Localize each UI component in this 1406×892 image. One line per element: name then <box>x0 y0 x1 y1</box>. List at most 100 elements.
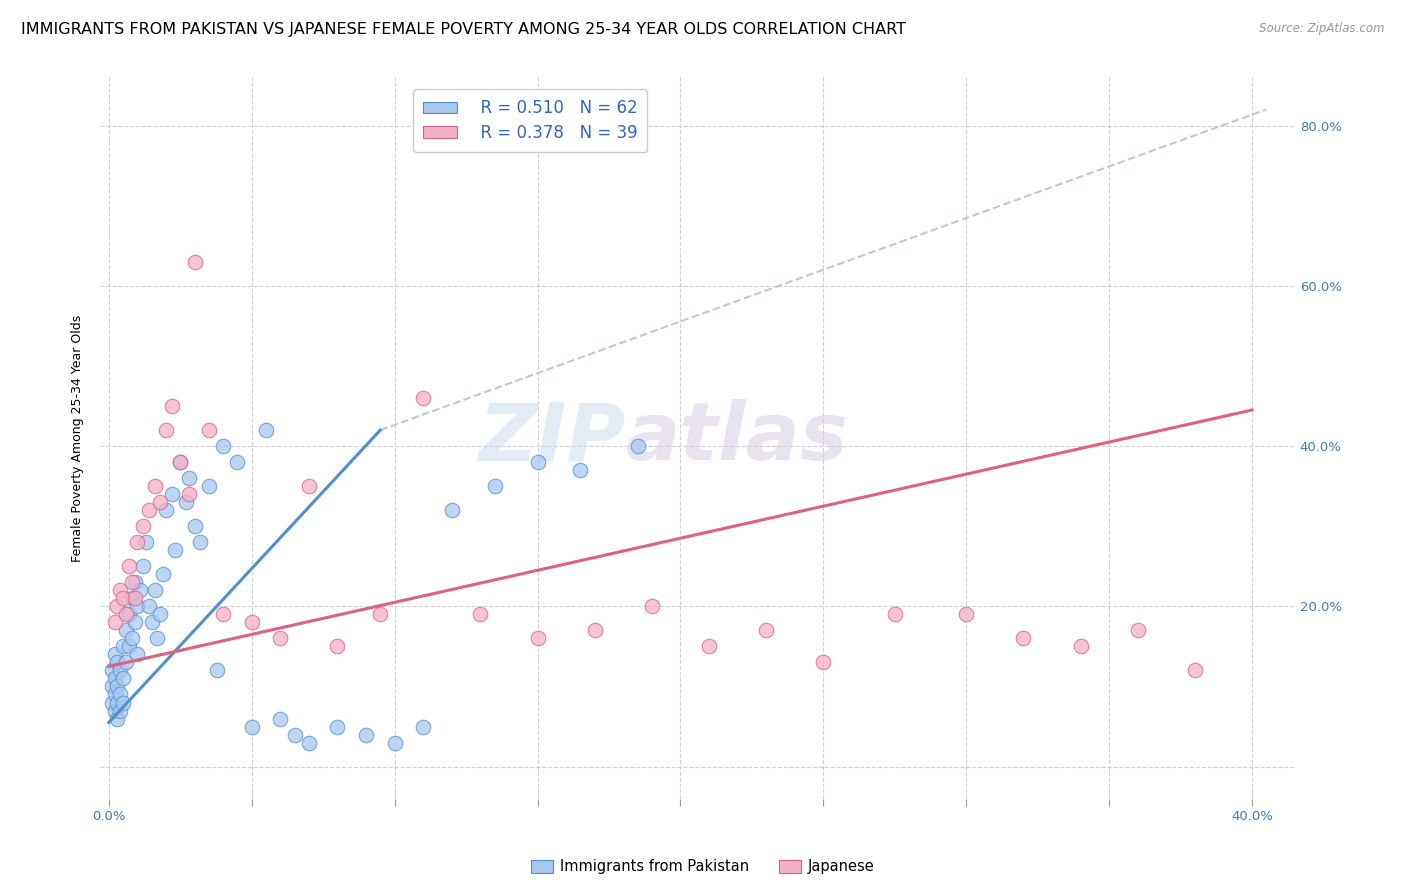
Point <box>135 535 157 549</box>
Point <box>124 591 146 606</box>
Point <box>138 599 160 614</box>
Point <box>132 519 155 533</box>
Y-axis label: Female Poverty Among 25-34 Year Olds: Female Poverty Among 25-34 Year Olds <box>72 315 84 562</box>
Point <box>368 607 391 622</box>
Point <box>1184 664 1206 678</box>
Point <box>124 575 146 590</box>
Point <box>183 519 205 533</box>
Point <box>326 640 349 654</box>
Text: Source: ZipAtlas.com: Source: ZipAtlas.com <box>1260 22 1385 36</box>
Point <box>198 423 221 437</box>
Point <box>697 640 720 654</box>
Point <box>174 495 197 509</box>
Point <box>484 479 506 493</box>
Point <box>212 439 235 453</box>
Point <box>269 632 291 646</box>
Point <box>163 543 186 558</box>
Point <box>755 624 778 638</box>
Point <box>103 672 125 686</box>
Point <box>115 624 138 638</box>
Point <box>254 423 277 437</box>
Point <box>112 591 135 606</box>
Point <box>124 615 146 630</box>
Point <box>112 672 135 686</box>
Point <box>169 455 191 469</box>
Point <box>813 656 835 670</box>
Point <box>115 656 138 670</box>
Point <box>105 680 128 694</box>
Point <box>169 455 191 469</box>
Point <box>955 607 977 622</box>
Point <box>284 728 307 742</box>
Point <box>1012 632 1035 646</box>
Point <box>160 487 183 501</box>
Text: atlas: atlas <box>626 399 849 477</box>
Point <box>103 615 125 630</box>
Text: IMMIGRANTS FROM PAKISTAN VS JAPANESE FEMALE POVERTY AMONG 25-34 YEAR OLDS CORREL: IMMIGRANTS FROM PAKISTAN VS JAPANESE FEM… <box>21 22 905 37</box>
Point <box>183 254 205 268</box>
Point <box>240 615 263 630</box>
Point <box>118 640 141 654</box>
Point <box>160 399 183 413</box>
Point <box>354 728 377 742</box>
Point <box>110 704 132 718</box>
Point <box>240 720 263 734</box>
Point <box>141 615 163 630</box>
Point <box>105 656 128 670</box>
Text: ZIP: ZIP <box>478 399 626 477</box>
Point <box>412 720 434 734</box>
Point <box>118 607 141 622</box>
Point <box>110 664 132 678</box>
Point <box>155 503 177 517</box>
Point <box>626 439 648 453</box>
Point <box>127 535 149 549</box>
Point <box>110 583 132 598</box>
Point <box>569 463 592 477</box>
Point <box>103 704 125 718</box>
Point <box>1070 640 1092 654</box>
Point <box>129 583 152 598</box>
Point <box>226 455 249 469</box>
Point <box>198 479 221 493</box>
Legend: Immigrants from Pakistan, Japanese: Immigrants from Pakistan, Japanese <box>526 854 880 880</box>
Point <box>177 471 200 485</box>
Point <box>326 720 349 734</box>
Point <box>110 688 132 702</box>
Point <box>103 648 125 662</box>
Point <box>121 591 143 606</box>
Point <box>152 567 174 582</box>
Point <box>132 559 155 574</box>
Point <box>440 503 463 517</box>
Point <box>155 423 177 437</box>
Point <box>412 391 434 405</box>
Point <box>269 712 291 726</box>
Point <box>298 735 321 749</box>
Point <box>526 455 548 469</box>
Point <box>127 599 149 614</box>
Point <box>127 648 149 662</box>
Point <box>100 696 122 710</box>
Point <box>121 632 143 646</box>
Point <box>212 607 235 622</box>
Point <box>105 696 128 710</box>
Point <box>470 607 492 622</box>
Point <box>143 479 166 493</box>
Point <box>138 503 160 517</box>
Point <box>105 599 128 614</box>
Point <box>146 632 169 646</box>
Point <box>112 640 135 654</box>
Point <box>143 583 166 598</box>
Legend:   R = 0.510   N = 62,   R = 0.378   N = 39: R = 0.510 N = 62, R = 0.378 N = 39 <box>413 89 648 152</box>
Point <box>112 696 135 710</box>
Point <box>1126 624 1149 638</box>
Point <box>583 624 606 638</box>
Point <box>105 712 128 726</box>
Point <box>149 607 172 622</box>
Point <box>149 495 172 509</box>
Point <box>177 487 200 501</box>
Point <box>298 479 321 493</box>
Point <box>188 535 211 549</box>
Point <box>207 664 229 678</box>
Point <box>121 575 143 590</box>
Point <box>118 559 141 574</box>
